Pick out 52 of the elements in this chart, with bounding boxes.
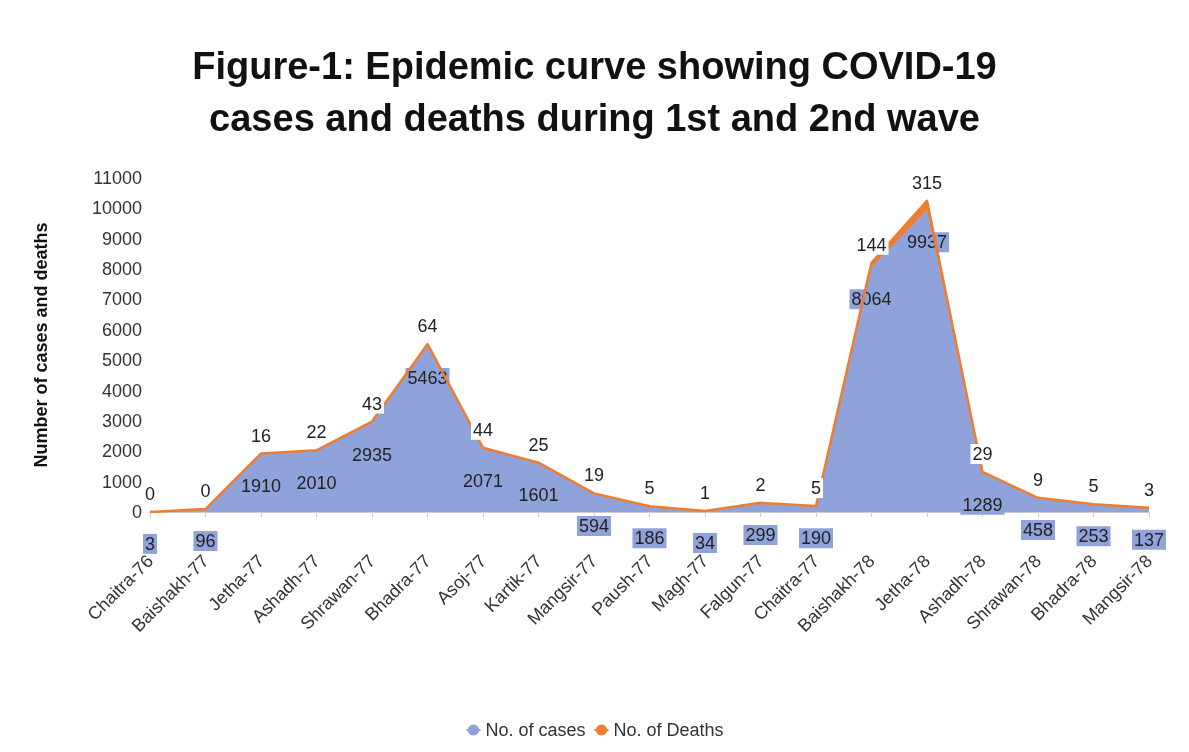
data-label: 2071 [462,471,504,492]
y-tick-label: 11000 [93,168,142,188]
data-label: 19 [583,465,605,486]
data-label: 137 [1133,529,1165,550]
y-tick-label: 8000 [101,259,142,280]
y-tick-label: 2000 [101,441,142,462]
data-label: 1910 [240,476,282,497]
y-axis-title: Number of cases and deaths [31,222,51,468]
data-label: 144 [856,234,887,255]
y-tick-label: 0 [131,502,142,522]
data-label: 0 [200,481,211,502]
y-tick-label: 9000 [101,228,142,249]
legend-label: No. of cases [485,720,586,740]
y-tick-label: 5000 [101,350,142,371]
data-label: 0 [144,483,156,504]
data-label: 458 [1022,520,1054,541]
data-label: 22 [306,422,327,443]
data-label: 253 [1078,526,1109,547]
data-label: 43 [361,393,383,414]
data-label: 1289 [962,494,1003,515]
y-tick-label: 4000 [101,380,142,401]
data-label: 2935 [351,444,393,465]
y-tick-label: 7000 [101,289,142,310]
data-label: 186 [634,528,665,549]
data-label: 29 [972,443,993,464]
data-label: 190 [800,528,832,549]
data-label: 5 [1088,476,1099,497]
data-label: 3 [144,533,156,554]
data-label: 594 [578,515,610,536]
y-tick-label: 3000 [101,410,142,431]
data-label: 44 [472,419,494,440]
data-label: 34 [694,532,716,553]
y-tick-label: 10000 [91,198,142,219]
data-label: 5 [810,478,822,499]
data-label: 96 [195,531,216,552]
data-label: 16 [250,425,272,446]
y-tick-label: 6000 [101,319,142,340]
data-label: 315 [911,172,943,193]
y-tick-label: 1000 [101,471,142,492]
chart-title: Figure-1: Epidemic curve showing COVID-19 cases and deaths during 1st and 2nd wave [192,45,997,139]
data-label: 2 [755,474,766,495]
data-label: 299 [745,524,776,545]
data-label: 64 [417,316,438,337]
data-label: 9 [1032,469,1044,490]
data-label: 2010 [296,472,337,493]
data-label: 3 [1143,479,1155,500]
data-label: 25 [528,434,549,455]
data-label: 5463 [407,368,448,389]
data-label: 1 [699,482,711,503]
data-label: 5 [644,478,655,499]
legend-label: No. of Deaths [613,720,724,740]
data-label: 1601 [518,485,559,506]
